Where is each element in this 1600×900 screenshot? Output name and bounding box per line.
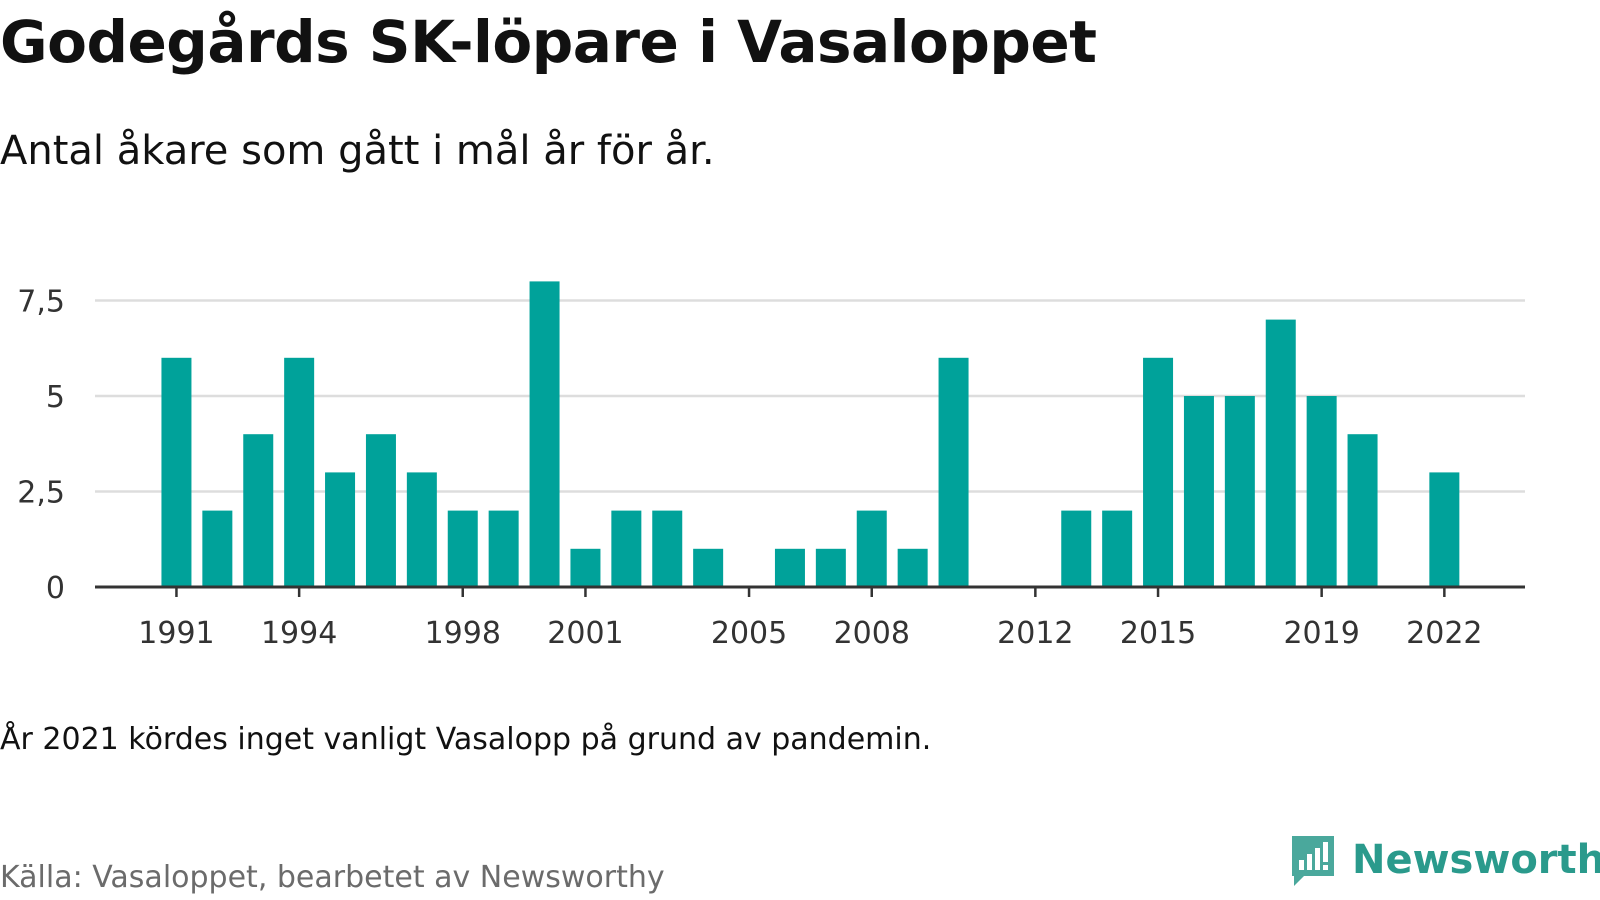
bar-2001 [570, 548, 601, 587]
x-tick-label: 1991 [138, 616, 214, 651]
bar-2015 [1143, 357, 1174, 587]
bar-2013 [1061, 510, 1092, 587]
bar-1992 [202, 510, 233, 587]
bar-2006 [774, 548, 805, 587]
bar-2014 [1102, 510, 1133, 587]
bar-1994 [284, 357, 315, 587]
bar-1997 [406, 472, 437, 587]
x-tick-label: 2022 [1406, 616, 1482, 651]
bar-2008 [856, 510, 887, 587]
x-axis [95, 585, 1525, 597]
bar-1995 [325, 472, 356, 587]
newsworthy-logo-icon [1292, 836, 1334, 886]
bar-2010 [938, 357, 969, 587]
bar-2017 [1224, 396, 1255, 587]
chart-title: Godegårds SK-löpare i Vasaloppet [0, 8, 1097, 76]
source-text: Källa: Vasaloppet, bearbetet av Newswort… [0, 860, 665, 895]
x-tick-label: 1998 [425, 616, 501, 651]
bar-2000 [529, 281, 560, 587]
bar-1993 [243, 434, 274, 587]
bar-2002 [611, 510, 642, 587]
x-axis-labels: 1991 1994 1998 2001 2005 2008 2012 2015 2019 2022 [138, 616, 1482, 651]
bar-1996 [365, 434, 396, 587]
x-tick-label: 2008 [834, 616, 910, 651]
bar-2020 [1347, 434, 1378, 587]
bar-2007 [815, 548, 846, 587]
x-tick-label: 2001 [547, 616, 623, 651]
bar-chart: 0 2,5 5 7,5 1991 1994 1998 2001 2005 2008 2012 201… [17, 281, 1525, 651]
y-tick-label: 0 [46, 571, 65, 606]
bar-2004 [693, 548, 724, 587]
chart-note: År 2021 kördes inget vanligt Vasalopp på… [0, 722, 932, 757]
bar-2003 [652, 510, 683, 587]
bar-2018 [1265, 319, 1296, 587]
x-tick-label: 2019 [1283, 616, 1359, 651]
chart-subtitle: Antal åkare som gått i mål år för år. [0, 128, 715, 174]
brand-name: Newsworthy [1352, 837, 1600, 883]
bar-2016 [1183, 396, 1214, 587]
bar-1998 [447, 510, 478, 587]
y-tick-label: 7,5 [17, 285, 65, 320]
bar-2019 [1306, 396, 1337, 587]
x-tick-label: 2005 [711, 616, 787, 651]
bar-2022 [1429, 472, 1460, 587]
x-tick-label: 2012 [997, 616, 1073, 651]
y-tick-label: 5 [46, 380, 65, 415]
bar-1999 [488, 510, 519, 587]
bars [161, 281, 1460, 587]
bar-1991 [161, 357, 192, 587]
y-tick-label: 2,5 [17, 476, 65, 511]
x-tick-label: 2015 [1120, 616, 1196, 651]
x-tick-label: 1994 [261, 616, 337, 651]
brand-logo: Newsworthy [1288, 832, 1600, 888]
bar-2009 [897, 548, 928, 587]
y-axis-labels: 0 2,5 5 7,5 [17, 285, 65, 607]
